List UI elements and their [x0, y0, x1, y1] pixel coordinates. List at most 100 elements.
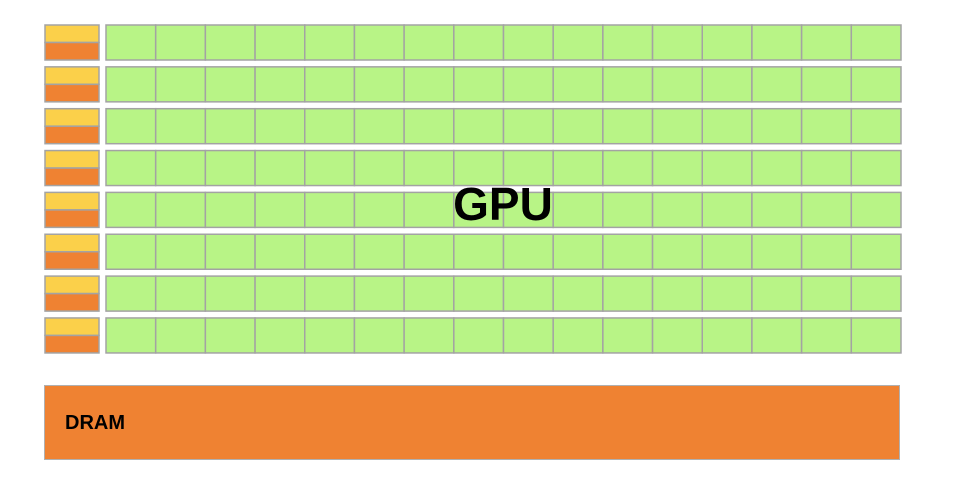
core-cell — [353, 233, 405, 270]
core-cell — [453, 275, 505, 312]
cache-unit — [44, 167, 100, 187]
core-cell — [751, 107, 803, 145]
core-cell — [304, 66, 356, 103]
core-cell — [453, 66, 505, 103]
core-cell — [304, 107, 356, 145]
core-cell — [254, 275, 306, 312]
core-cell — [204, 317, 256, 354]
core-cell — [304, 24, 356, 61]
core-cell — [154, 191, 207, 229]
core-cell — [651, 233, 703, 270]
core-cell — [204, 24, 256, 61]
control-unit — [44, 149, 100, 169]
core-cell — [353, 24, 405, 61]
core-cell — [602, 191, 654, 229]
core-cell — [850, 317, 902, 354]
core-cell — [254, 233, 306, 270]
core-cell — [105, 275, 157, 312]
core-cell — [651, 191, 703, 229]
gpu-grid — [44, 24, 902, 354]
core-cell — [651, 66, 703, 103]
core-cell — [850, 107, 902, 145]
core-cell — [453, 233, 505, 270]
core-cell — [154, 275, 207, 312]
core-cell — [552, 149, 604, 187]
core-cell — [751, 275, 803, 312]
cache-unit — [44, 334, 100, 354]
core-cell — [254, 317, 306, 354]
core-cell — [304, 317, 356, 354]
core-cell — [453, 191, 505, 229]
cache-unit — [44, 41, 100, 61]
core-cell — [304, 191, 356, 229]
core-cell — [453, 107, 505, 145]
core-cell — [105, 107, 157, 145]
core-cell — [552, 233, 604, 270]
core-cell — [353, 191, 405, 229]
core-cell — [552, 107, 604, 145]
core-cell — [403, 317, 455, 354]
core-cell — [701, 149, 753, 187]
core-cell — [751, 191, 803, 229]
control-unit — [44, 233, 100, 253]
core-cell — [651, 275, 703, 312]
core-cell — [105, 233, 157, 270]
core-cell — [552, 24, 604, 61]
core-cell — [502, 107, 554, 145]
core-cell — [254, 191, 306, 229]
sm-row — [44, 149, 902, 187]
control-unit — [44, 24, 100, 44]
core-cell — [403, 107, 455, 145]
core-cell — [502, 66, 554, 103]
core-cell — [502, 275, 554, 312]
gpu-label: GPU — [453, 178, 553, 230]
core-cell — [651, 149, 703, 187]
core-cell — [701, 317, 753, 354]
core-cell — [254, 24, 306, 61]
core-cell — [850, 191, 902, 229]
sm-row — [44, 233, 902, 270]
sm-row — [44, 107, 902, 145]
core-cell — [105, 149, 157, 187]
core-cell — [254, 107, 306, 145]
sm-row — [44, 191, 902, 229]
core-cell — [701, 191, 753, 229]
core-cell — [800, 317, 853, 354]
core-cell — [403, 24, 455, 61]
core-cell — [403, 275, 455, 312]
core-cell — [502, 317, 554, 354]
core-cell — [154, 233, 207, 270]
core-cell — [353, 317, 405, 354]
control-unit — [44, 107, 100, 127]
core-cell — [800, 191, 853, 229]
core-cell — [701, 107, 753, 145]
core-cell — [204, 275, 256, 312]
core-cell — [105, 191, 157, 229]
core-cell — [800, 275, 853, 312]
core-cell — [403, 191, 455, 229]
control-unit — [44, 275, 100, 295]
core-cell — [154, 317, 207, 354]
control-unit — [44, 191, 100, 211]
core-cell — [850, 275, 902, 312]
core-cell — [502, 191, 554, 229]
core-cell — [105, 66, 157, 103]
core-cell — [154, 66, 207, 103]
core-cell — [353, 66, 405, 103]
core-cell — [850, 233, 902, 270]
core-cell — [800, 66, 853, 103]
core-cell — [701, 233, 753, 270]
cache-unit — [44, 251, 100, 270]
cache-unit — [44, 209, 100, 229]
core-cell — [254, 149, 306, 187]
core-cell — [800, 24, 853, 61]
core-cell — [304, 149, 356, 187]
core-cell — [552, 275, 604, 312]
core-cell — [701, 24, 753, 61]
core-cell — [751, 233, 803, 270]
core-cell — [602, 107, 654, 145]
core-cell — [701, 275, 753, 312]
core-cell — [403, 149, 455, 187]
core-cell — [204, 66, 256, 103]
